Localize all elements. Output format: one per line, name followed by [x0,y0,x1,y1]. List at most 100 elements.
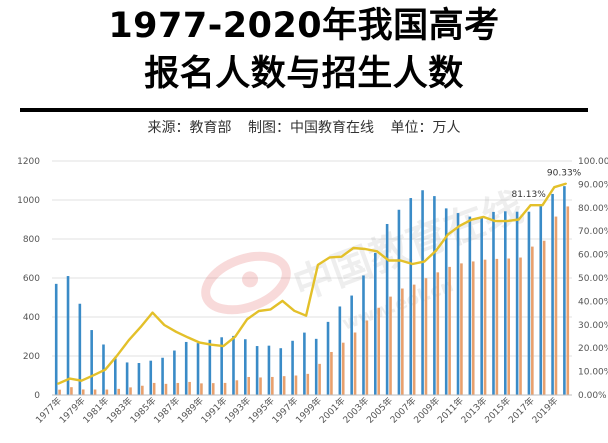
admitted-bar [507,258,510,395]
admitted-bar [365,320,369,395]
admitted-bar [412,284,416,395]
applicants-bar [480,217,483,395]
applicants-bar [125,362,129,395]
admitted-bar [436,272,440,395]
applicants-bar [504,211,507,395]
source-value: 教育部 [189,120,232,136]
admitted-bar [58,389,61,395]
rate-point [423,260,426,263]
rate-point [57,382,59,385]
rate-point [116,354,118,357]
left-tick-label: 400 [23,313,40,323]
applicants-bar [468,216,472,395]
left-tick-label: 600 [23,274,40,284]
right-tick-label: 80.00% [578,204,608,214]
applicants-bar [173,350,176,395]
admitted-bar [93,389,97,395]
rate-point [222,345,225,347]
applicants-bar [409,198,413,395]
admitted-bar [176,382,180,395]
applicants-bar [350,295,353,395]
admitted-bar [282,376,286,395]
rate-point [565,182,567,185]
admitted-bar [495,258,499,395]
admitted-bar [81,389,85,395]
applicants-bar [362,275,365,395]
applicants-bar [279,348,283,395]
rate-point [352,247,355,249]
admitted-bar [389,296,392,395]
admitted-bar [117,388,120,395]
applicants-bar [551,193,554,395]
admitted-bar [164,383,168,395]
applicants-bar [539,204,543,395]
applicants-bar [397,209,401,395]
source-info: 来源：教育部 [148,120,232,136]
right-tick-label: 30.00% [578,321,608,331]
rate-point [246,318,248,321]
rate-point [458,224,461,227]
admitted-bar [141,385,144,395]
applicants-bar [374,252,377,395]
applicants-bar [137,363,141,395]
admitted-bar [566,206,570,395]
rate-point [387,259,390,262]
rate-point [281,300,284,302]
admitted-bar [152,382,156,395]
applicants-bar [90,330,93,395]
applicants-bar [54,283,58,395]
rate-point [470,218,473,221]
applicants-bar [563,186,566,395]
left-axis: 0 200 400 600 800 1000 1200 [17,157,40,401]
applicants-bar [291,340,294,395]
right-tick-label: 90.00% [578,180,608,190]
right-tick-label: 20.00% [578,344,608,354]
applicants-bar [444,208,448,395]
made-by-label: 制图： [248,120,290,136]
rate-point [257,310,260,312]
admitted-bar [70,387,73,395]
rate-point [517,218,520,221]
rate-point [187,336,189,339]
right-tick-label: 50.00% [578,274,608,284]
admitted-bar [554,216,558,395]
admitted-bar [353,332,357,395]
admitted-bar [341,342,345,395]
left-tick-label: 0 [34,391,40,401]
rate-line [57,182,567,385]
rate-point [541,204,544,207]
admitted-bar [259,377,262,395]
title-line-1: 1977-2020年我国高考 [108,6,500,46]
x-tick-label: 2019年 [529,395,560,426]
rate-point [68,377,71,380]
left-tick-label: 200 [23,352,40,362]
applicants-bar [184,341,188,395]
admitted-bar [211,383,215,395]
rate-point [139,326,142,329]
data-labels: 81.13% 90.33% [511,169,581,201]
admitted-bar [377,307,380,395]
applicants-bar [385,223,389,395]
applicants-bar [314,338,318,395]
admitted-bar [271,376,274,395]
admitted-bar [235,380,239,395]
admitted-bar [294,375,298,395]
made-by-value: 中国教育在线 [290,120,374,136]
rate-data-label: 81.13% [511,190,546,200]
admitted-bar [401,288,404,395]
admitted-bar [129,387,132,395]
unit-label: 单位： [390,120,433,136]
right-tick-label: 100.00% [578,157,608,167]
title-line-2: 报名人数与招生人数 [144,54,464,94]
applicants-bar [149,360,153,395]
admitted-bar [330,351,333,395]
right-tick-label: 40.00% [578,297,608,307]
rate-point [92,374,95,377]
unit-value: 万人 [432,120,461,136]
rate-point [234,335,237,338]
unit-info: 单位：万人 [390,120,460,136]
applicants-bar [326,321,330,395]
eol-logo [201,251,291,315]
applicants-bar [267,345,271,395]
